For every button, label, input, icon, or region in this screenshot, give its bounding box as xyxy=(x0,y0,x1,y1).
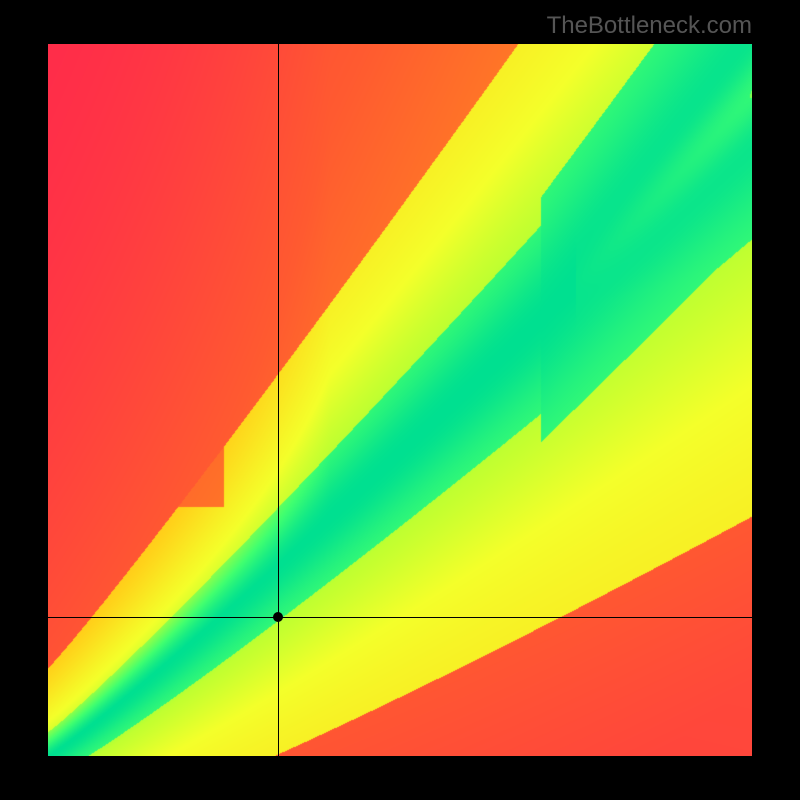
watermark-text: TheBottleneck.com xyxy=(547,12,752,40)
chart-container: TheBottleneck.com xyxy=(0,0,800,800)
crosshair-horizontal xyxy=(48,617,752,618)
heatmap-canvas xyxy=(48,44,752,756)
crosshair-vertical xyxy=(278,44,279,756)
marker-dot xyxy=(273,612,283,622)
plot-area xyxy=(48,44,752,756)
